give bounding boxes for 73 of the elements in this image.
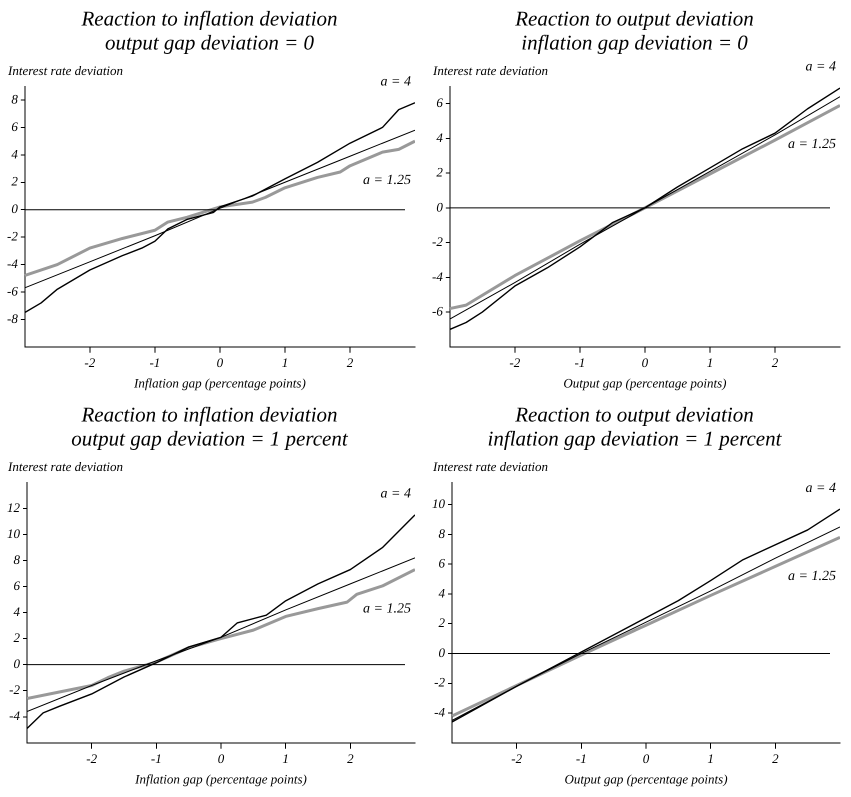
- y-tick-label: 8: [438, 526, 446, 541]
- y-tick-label: 6: [438, 556, 446, 571]
- x-tick-label: -1: [150, 751, 162, 766]
- x-tick-label: -2: [511, 751, 523, 766]
- x-axis-title: Inflation gap (percentage points): [134, 772, 307, 787]
- y-tick-label: 8: [11, 91, 18, 106]
- series-label: a = 1.25: [788, 137, 836, 152]
- y-tick-label: 2: [11, 174, 18, 189]
- x-tick-label: 0: [216, 355, 224, 370]
- y-tick-label: 4: [438, 585, 446, 600]
- y-tick-label: 0: [14, 656, 20, 672]
- y-tick-label: 6: [436, 95, 444, 110]
- x-tick-label: 1: [707, 751, 714, 766]
- y-tick-label: -2: [432, 234, 444, 250]
- series-label: a = 4: [380, 74, 411, 90]
- y-tick-label: 0: [436, 199, 444, 214]
- chart-title: Reaction to output deviation inflation gap deviation = 0: [514, 6, 754, 55]
- y-tick-label: 12: [7, 500, 20, 515]
- series-label: a = 4: [806, 480, 836, 496]
- series-label: a = 4: [380, 486, 411, 502]
- x-tick-label: 0: [642, 751, 650, 766]
- y-tick-label: 8: [14, 552, 20, 567]
- y-tick-label: -4: [6, 256, 18, 271]
- x-tick-label: 1: [282, 355, 288, 370]
- x-tick-label: 2: [772, 751, 780, 766]
- y-axis-title: Interest rate deviation: [432, 63, 548, 78]
- x-tick-label: -1: [149, 355, 160, 370]
- y-axis-title: Interest rate deviation: [432, 459, 548, 474]
- x-tick-label: 2: [347, 751, 354, 766]
- y-tick-label: 2: [14, 630, 20, 646]
- x-tick-label: 2: [346, 355, 354, 370]
- x-tick-label: 1: [282, 751, 289, 766]
- y-tick-label: 4: [11, 146, 18, 162]
- x-axis-title: Output gap (percentage points): [563, 376, 726, 391]
- y-tick-label: 6: [14, 578, 20, 593]
- y-tick-label: -4: [434, 704, 446, 720]
- x-tick-label: -2: [509, 355, 521, 370]
- y-tick-label: 10: [432, 496, 446, 512]
- x-tick-label: 1: [706, 355, 714, 370]
- y-tick-label: -6: [432, 303, 444, 318]
- x-tick-label: -1: [574, 355, 586, 370]
- x-tick-label: 2: [772, 355, 779, 370]
- series-label: a = 1.25: [363, 601, 411, 616]
- y-axis-title: Interest rate deviation: [7, 459, 124, 474]
- y-tick-label: 6: [11, 118, 18, 134]
- chart-title: Reaction to inflation deviation output gap deviation = 1 percent: [71, 402, 349, 451]
- y-tick-label: 4: [436, 130, 444, 145]
- chart-title: Reaction to output deviation inflation gap deviation = 1 percent: [488, 402, 783, 451]
- series-label: a = 1.25: [788, 569, 836, 584]
- y-tick-label: -4: [432, 268, 444, 284]
- y-tick-label: 2: [436, 164, 444, 180]
- y-tick-label: 0: [11, 201, 18, 216]
- x-tick-label: 0: [218, 751, 225, 766]
- series-label: a = 4: [806, 60, 836, 75]
- y-tick-label: -8: [6, 310, 18, 326]
- y-tick-label: -2: [6, 228, 18, 244]
- x-tick-label: -2: [84, 355, 96, 370]
- y-tick-label: 10: [7, 526, 20, 541]
- x-tick-label: 0: [642, 355, 649, 370]
- x-axis-title: Output gap (percentage points): [564, 772, 728, 787]
- x-axis-title: Inflation gap (percentage points): [133, 376, 306, 391]
- y-tick-label: -4: [9, 708, 20, 724]
- y-tick-label: 0: [438, 644, 446, 660]
- x-tick-label: -1: [576, 751, 587, 766]
- y-tick-label: -2: [434, 674, 446, 690]
- y-tick-label: -2: [9, 682, 20, 698]
- series-label: a = 1.25: [363, 172, 411, 188]
- y-tick-label: 2: [438, 615, 446, 630]
- y-axis-title: Interest rate deviation: [7, 63, 124, 78]
- x-tick-label: -2: [86, 751, 98, 766]
- y-tick-label: -6: [6, 283, 18, 298]
- chart-title: Reaction to inflation deviation output gap deviation = 0: [80, 6, 338, 55]
- y-tick-label: 4: [14, 604, 20, 619]
